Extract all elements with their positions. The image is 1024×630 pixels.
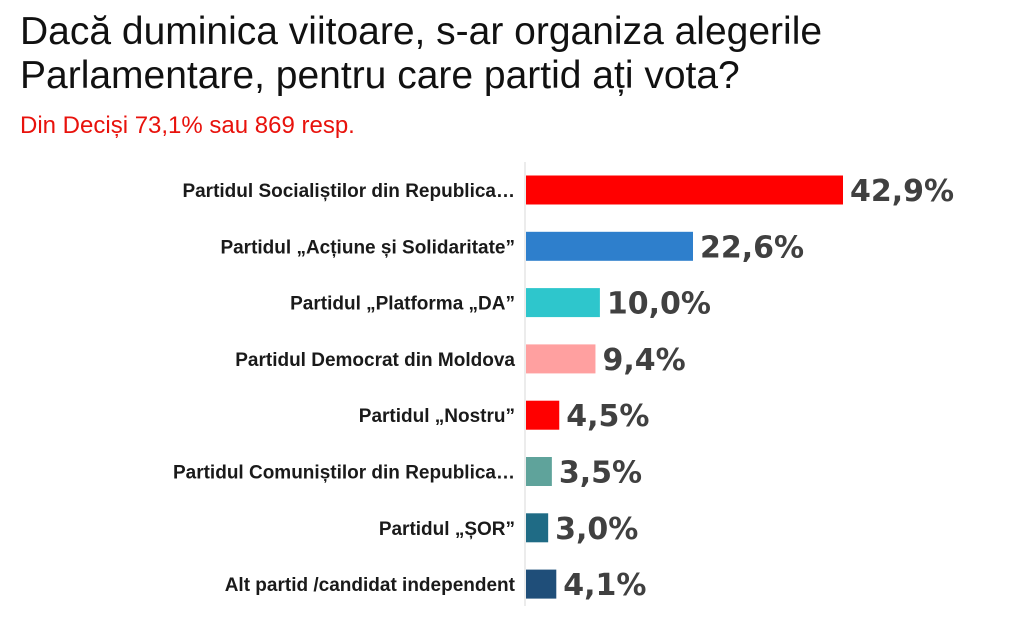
bars-group: Partidul Socialiștilor din Republica… 42,…: [173, 174, 954, 603]
chart-title: Dacă duminica viitoare, s-ar organiza al…: [20, 10, 823, 97]
chart-subtitle: Din Deciși 73,1% sau 869 resp.: [20, 112, 355, 139]
value-label: 3,0%: [555, 512, 638, 547]
category-label: Partidul Socialiștilor din Republica…: [182, 181, 515, 202]
bar: [526, 513, 549, 543]
bar: [526, 457, 552, 486]
value-label: 9,4%: [602, 343, 685, 378]
bar: [526, 175, 843, 205]
category-label: Partidul Comuniștilor din Republica…: [173, 463, 515, 484]
value-label: 4,5%: [566, 399, 649, 434]
category-label: Partidul „Acțiune și Solidaritate”: [220, 237, 515, 258]
bar: [526, 231, 693, 261]
category-label: Partidul Democrat din Moldova: [235, 350, 515, 371]
value-label: 22,6%: [700, 230, 804, 265]
bar: [526, 400, 560, 430]
bar: [526, 344, 596, 374]
category-label: Partidul „Nostru”: [359, 406, 515, 427]
bar: [526, 288, 600, 318]
value-label: 4,1%: [563, 568, 646, 603]
value-label: 3,5%: [559, 456, 642, 491]
category-label: Partidul „Platforma „DA”: [290, 294, 515, 315]
value-label: 10,0%: [607, 287, 711, 322]
category-label: Alt partid /candidat independent: [225, 575, 516, 596]
category-label: Partidul „ȘOR”: [379, 519, 515, 540]
value-label: 42,9%: [850, 174, 954, 209]
bar: [526, 569, 557, 599]
